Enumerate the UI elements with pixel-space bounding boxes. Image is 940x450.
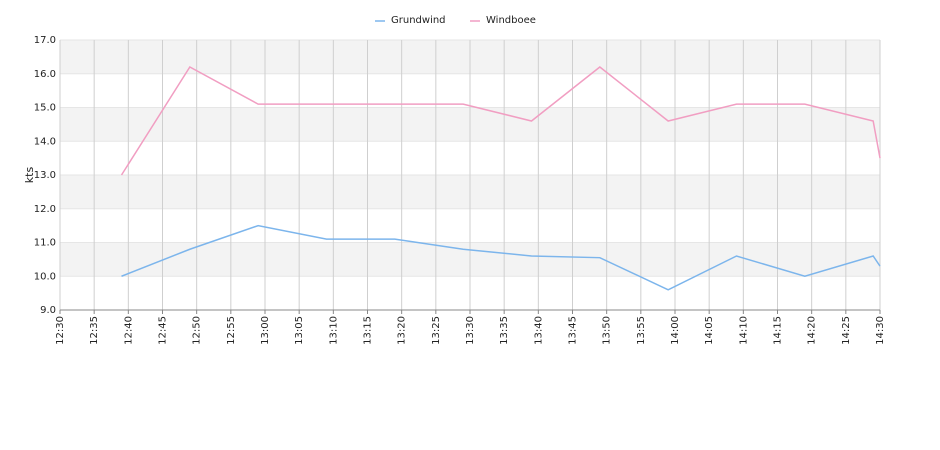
x-tick-label: 14:05 (704, 316, 715, 345)
x-tick-label: 13:05 (294, 316, 305, 345)
y-tick-label: 12.0 (34, 204, 56, 215)
x-tick-label: 13:55 (636, 316, 647, 345)
x-tick-label: 14:30 (875, 316, 886, 345)
x-tick-label: 12:50 (192, 316, 203, 345)
x-tick-label: 13:45 (568, 316, 579, 345)
x-tick-label: 12:45 (158, 316, 169, 345)
y-tick-label: 16.0 (34, 69, 56, 80)
x-tick-label: 14:10 (738, 316, 749, 345)
y-tick-label: 10.0 (34, 271, 56, 282)
x-tick-label: 13:20 (397, 316, 408, 345)
x-tick-label: 14:15 (773, 316, 784, 345)
x-tick-label: 13:35 (499, 316, 510, 345)
legend-label: Windboee (486, 15, 536, 26)
x-tick-label: 12:35 (89, 316, 100, 345)
y-tick-label: 13.0 (34, 170, 56, 181)
y-tick-label: 9.0 (40, 305, 56, 316)
x-tick-label: 14:25 (841, 316, 852, 345)
y-tick-label: 15.0 (34, 103, 56, 114)
y-axis-label: kts (23, 167, 36, 184)
x-tick-label: 13:50 (602, 316, 613, 345)
x-tick-label: 12:55 (226, 316, 237, 345)
x-tick-label: 12:40 (123, 316, 134, 345)
y-tick-label: 17.0 (34, 35, 56, 46)
legend-label: Grundwind (391, 15, 446, 26)
x-tick-label: 13:30 (465, 316, 476, 345)
x-tick-label: 13:25 (431, 316, 442, 345)
series-line (120, 66, 881, 176)
series-line (121, 224, 881, 291)
x-tick-label: 13:10 (328, 316, 339, 345)
x-tick-label: 13:40 (533, 316, 544, 345)
x-tick-label: 13:15 (363, 316, 374, 345)
x-tick-label: 14:20 (807, 316, 818, 345)
y-tick-label: 11.0 (34, 238, 56, 249)
x-tick-label: 13:00 (260, 316, 271, 345)
x-tick-label: 12:30 (55, 316, 66, 345)
y-tick-label: 14.0 (34, 136, 56, 147)
x-tick-label: 14:00 (670, 316, 681, 345)
